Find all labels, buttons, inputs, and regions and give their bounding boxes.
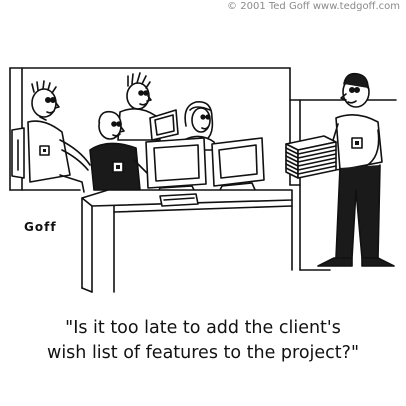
cartoon-illustration: Goff (9, 67, 397, 293)
left-worker (27, 80, 91, 193)
cartoon-caption: "Is it too late to add the client's wish… (0, 316, 406, 366)
signature-text: Goff (24, 220, 57, 234)
back-monitor (149, 109, 179, 141)
right-monitor (211, 137, 265, 195)
caption-line-1: "Is it too late to add the client's (65, 318, 341, 338)
caption-line-2: wish list of features to the project?" (47, 343, 359, 363)
paper-stack (285, 135, 337, 179)
seated-worker (89, 110, 157, 191)
copyright-notice: © 2001 Ted Goff www.tedgoff.com (227, 1, 400, 12)
left-monitor (11, 127, 25, 179)
front-monitor (145, 137, 207, 197)
artist-signature: Goff (24, 220, 57, 234)
manager (317, 72, 395, 267)
desk (81, 189, 293, 293)
